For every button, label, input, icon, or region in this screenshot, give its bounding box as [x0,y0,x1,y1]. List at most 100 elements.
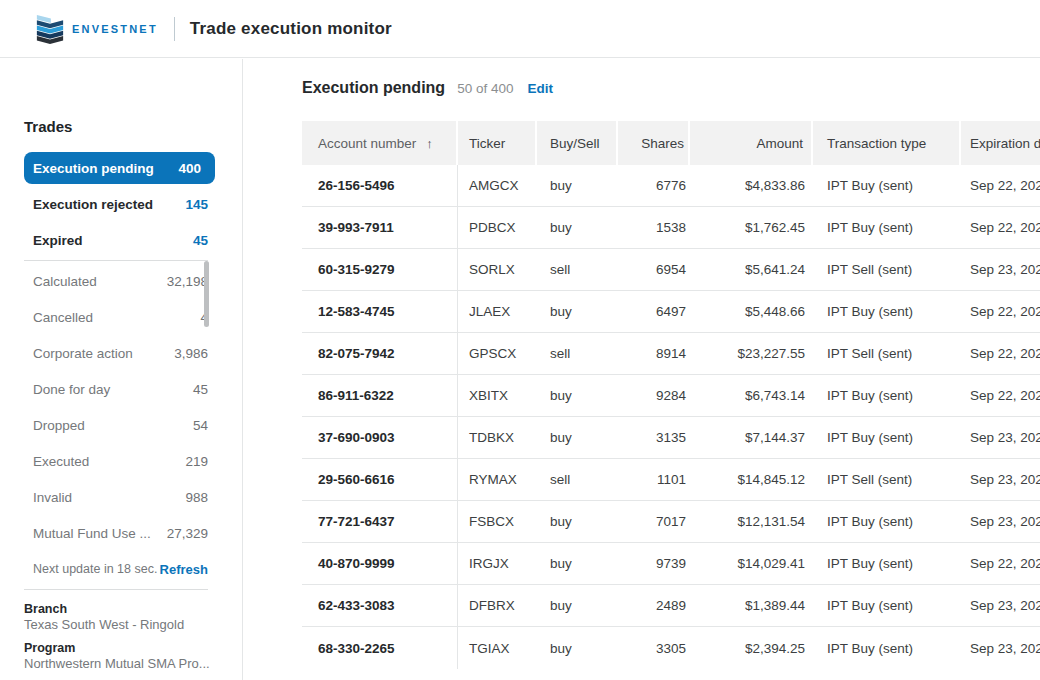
cell-account-number: 77-721-6437 [302,501,458,542]
cell-amount: $5,641.24 [690,249,813,290]
cell-expiration-date: Sep 23, 202 [961,501,1040,542]
sidebar-item-dropped[interactable]: Dropped54 [24,407,208,443]
column-header-amount[interactable]: Amount [690,121,813,165]
trades-table: Account number↑TickerBuy/SellSharesAmoun… [302,121,1040,669]
sidebar-item-label: Dropped [33,418,85,433]
table-row[interactable]: 82-075-7942GPSCXsell8914$23,227.55IPT Se… [302,333,1040,375]
cell-account-number: 39-993-7911 [302,207,458,248]
sidebar-item-executed[interactable]: Executed219 [24,443,208,479]
sidebar-menu-divider [24,260,208,261]
cell-ticker: TGIAX [458,627,537,669]
cell-expiration-date: Sep 23, 202 [961,585,1040,626]
sidebar-item-execution-rejected[interactable]: Execution rejected145 [24,186,208,222]
table-row[interactable]: 29-560-6616RYMAXsell1101$14,845.12IPT Se… [302,459,1040,501]
table-row[interactable]: 77-721-6437FSBCXbuy7017$12,131.54IPT Buy… [302,501,1040,543]
cell-amount: $23,227.55 [690,333,813,374]
cell-shares: 6954 [618,249,690,290]
sidebar-item-mutual-fund-use[interactable]: Mutual Fund Use ...27,329 [24,515,208,551]
cell-amount: $12,131.54 [690,501,813,542]
table-row[interactable]: 26-156-5496AMGCXbuy6776$4,833.86IPT Buy … [302,165,1040,207]
sidebar-item-label: Expired [33,233,83,248]
cell-amount: $6,743.14 [690,375,813,416]
sidebar-item-label: Calculated [33,274,97,289]
refresh-link[interactable]: Refresh [160,562,208,577]
app-header: ENVESTNET Trade execution monitor [0,0,1040,58]
header-divider [174,17,175,41]
sort-ascending-icon: ↑ [426,136,433,151]
cell-buy-sell: sell [537,459,618,500]
update-status-row: Next update in 18 sec.Refresh [24,551,208,587]
cell-transaction-type: IPT Buy (sent) [813,207,961,248]
sidebar-item-label: Invalid [33,490,72,505]
sidebar-item-count: 988 [185,490,208,505]
sidebar-item-count: 45 [193,382,208,397]
cell-account-number: 37-690-0903 [302,417,458,458]
cell-expiration-date: Sep 22, 202 [961,333,1040,374]
sidebar-item-count: 400 [178,161,201,176]
cell-buy-sell: buy [537,291,618,332]
cell-transaction-type: IPT Buy (sent) [813,501,961,542]
sidebar-item-calculated[interactable]: Calculated 32,198 [24,263,208,299]
cell-shares: 3305 [618,627,690,669]
cell-ticker: FSBCX [458,501,537,542]
cell-amount: $7,144.37 [690,417,813,458]
cell-account-number: 62-433-3083 [302,585,458,626]
sidebar-item-count: 45 [193,233,208,248]
detail-value-branch: Texas South West - Ringold [24,617,224,632]
column-header-shares[interactable]: Shares [618,121,690,165]
sidebar-item-count: 3,986 [174,346,208,361]
cell-expiration-date: Sep 22, 202 [961,207,1040,248]
sidebar-item-expired[interactable]: Expired 45 [24,222,208,258]
cell-ticker: SORLX [458,249,537,290]
cell-ticker: DFBRX [458,585,537,626]
cell-ticker: PDBCX [458,207,537,248]
cell-amount: $5,448.66 [690,291,813,332]
sidebar-item-label: Corporate action [33,346,133,361]
sidebar-item-label: Execution rejected [33,197,153,212]
cell-buy-sell: buy [537,207,618,248]
column-header-account-number[interactable]: Account number↑ [302,121,458,165]
cell-transaction-type: IPT Buy (sent) [813,165,961,206]
sidebar-scrollbar-thumb[interactable] [204,261,209,327]
cell-transaction-type: IPT Buy (sent) [813,417,961,458]
table-row[interactable]: 37-690-0903TDBKXbuy3135$7,144.37IPT Buy … [302,417,1040,459]
cell-transaction-type: IPT Sell (sent) [813,459,961,500]
sidebar-item-label: Mutual Fund Use ... [33,526,151,541]
cell-account-number: 29-560-6616 [302,459,458,500]
table-row[interactable]: 60-315-9279SORLXsell6954$5,641.24IPT Sel… [302,249,1040,291]
table-row[interactable]: 86-911-6322XBITXbuy9284$6,743.14IPT Buy … [302,375,1040,417]
sidebar-item-corporate-action[interactable]: Corporate action 3,986 [24,335,208,371]
cell-transaction-type: IPT Buy (sent) [813,627,961,669]
sidebar-item-count: 32,198 [167,274,208,289]
column-header-expiration-date[interactable]: Expiration d [961,121,1040,165]
sidebar-item-cancelled[interactable]: Cancelled4 [24,299,208,335]
cell-account-number: 82-075-7942 [302,333,458,374]
sidebar-item-invalid[interactable]: Invalid 988 [24,479,208,515]
cell-buy-sell: buy [537,375,618,416]
column-header-buy-sell[interactable]: Buy/Sell [537,121,618,165]
sidebar-item-execution-pending[interactable]: Execution pending400 [24,152,215,184]
cell-transaction-type: IPT Buy (sent) [813,585,961,626]
cell-expiration-date: Sep 23, 202 [961,249,1040,290]
column-header-ticker[interactable]: Ticker [458,121,537,165]
table-header-row: Account number↑TickerBuy/SellSharesAmoun… [302,121,1040,165]
cell-amount: $14,029.41 [690,543,813,584]
cell-amount: $1,389.44 [690,585,813,626]
edit-link[interactable]: Edit [527,81,553,96]
cell-buy-sell: buy [537,417,618,458]
table-row[interactable]: 62-433-3083DFBRXbuy2489$1,389.44IPT Buy … [302,585,1040,627]
table-row[interactable]: 40-870-9999IRGJXbuy9739$14,029.41IPT Buy… [302,543,1040,585]
column-header-transaction-type[interactable]: Transaction type [813,121,961,165]
cell-ticker: TDBKX [458,417,537,458]
sidebar-context-details: BranchTexas South West - RingoldProgramN… [24,593,224,680]
table-row[interactable]: 68-330-2265TGIAXbuy3305$2,394.25IPT Buy … [302,627,1040,669]
cell-shares: 2489 [618,585,690,626]
cell-amount: $1,762.45 [690,207,813,248]
cell-transaction-type: IPT Sell (sent) [813,249,961,290]
cell-transaction-type: IPT Buy (sent) [813,291,961,332]
table-row[interactable]: 12-583-4745JLAEXbuy6497$5,448.66IPT Buy … [302,291,1040,333]
table-row[interactable]: 39-993-7911PDBCXbuy1538$1,762.45IPT Buy … [302,207,1040,249]
sidebar-item-done-for-day[interactable]: Done for day45 [24,371,208,407]
cell-amount: $14,845.12 [690,459,813,500]
trade-status-menu: Execution pending400Execution rejected14… [24,152,215,592]
